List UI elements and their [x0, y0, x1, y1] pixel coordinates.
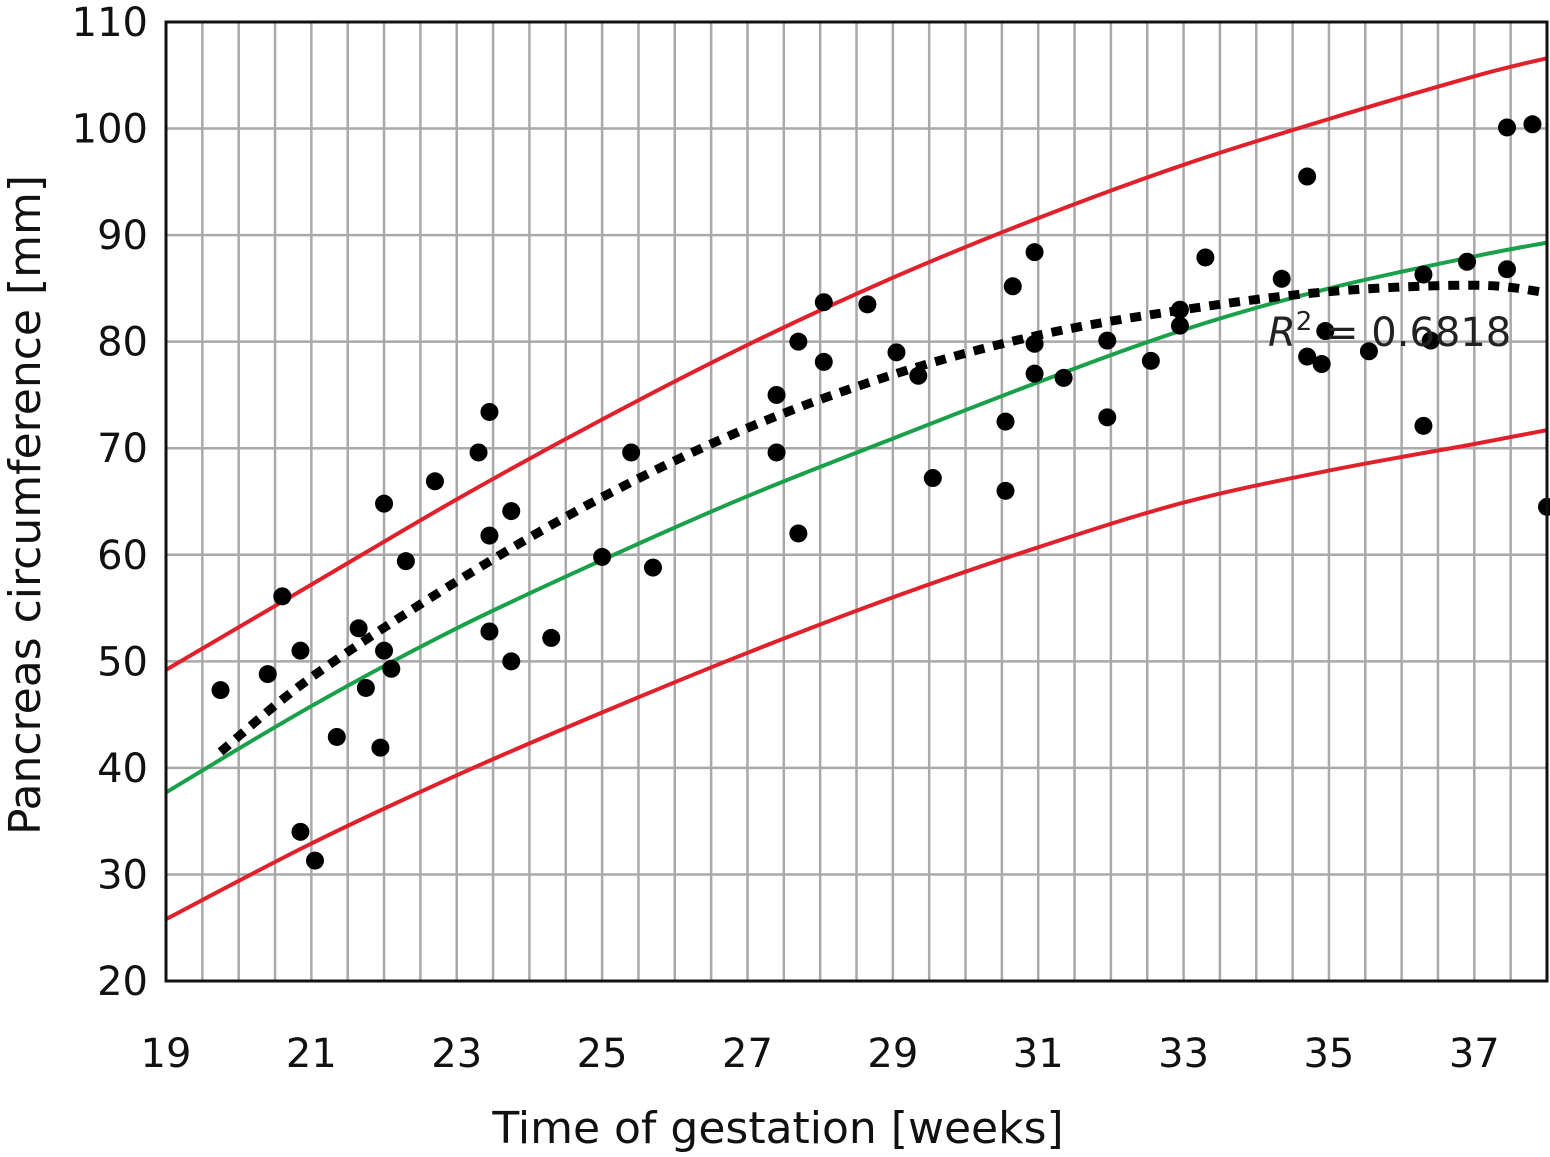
- data-point: [1458, 252, 1477, 271]
- r-squared-annotation: R2 = 0.6818: [1268, 307, 1511, 356]
- data-points: [211, 115, 1550, 870]
- data-point: [767, 443, 786, 462]
- y-tick-label: 80: [97, 320, 148, 366]
- data-point: [1414, 265, 1433, 284]
- y-tick-label: 20: [97, 959, 148, 1005]
- data-point: [1098, 331, 1117, 350]
- x-tick-label: 19: [141, 1031, 192, 1077]
- data-point: [814, 293, 833, 312]
- data-point: [1298, 347, 1317, 366]
- data-point: [1312, 355, 1331, 374]
- data-point: [542, 628, 561, 647]
- data-point: [480, 622, 499, 641]
- data-point: [375, 494, 394, 513]
- data-point: [1025, 243, 1044, 262]
- data-point: [425, 472, 444, 491]
- y-tick-label: 90: [97, 213, 148, 259]
- data-point: [502, 652, 521, 671]
- data-point: [258, 665, 277, 684]
- x-tick-label: 37: [1449, 1031, 1500, 1077]
- data-point: [306, 851, 325, 870]
- x-tick-label: 35: [1303, 1031, 1354, 1077]
- data-point: [502, 502, 521, 521]
- x-tick-label: 25: [577, 1031, 628, 1077]
- y-tick-label: 70: [97, 426, 148, 472]
- data-point: [273, 587, 292, 606]
- data-point: [789, 332, 808, 351]
- x-tick-label: 33: [1158, 1031, 1209, 1077]
- grid: [166, 22, 1547, 981]
- data-point: [996, 481, 1015, 500]
- data-point: [382, 659, 401, 678]
- data-point: [480, 526, 499, 545]
- data-point: [622, 443, 641, 462]
- x-tick-label: 29: [867, 1031, 918, 1077]
- y-axis-ticks: 20 30 40 50 60 70 80 90 100 110: [72, 0, 148, 1005]
- data-point: [814, 352, 833, 371]
- y-tick-label: 60: [97, 533, 148, 579]
- data-point: [1298, 167, 1317, 186]
- data-point: [1272, 269, 1291, 288]
- data-point: [1421, 331, 1440, 350]
- data-point: [1025, 334, 1044, 353]
- x-tick-label: 23: [431, 1031, 482, 1077]
- data-point: [211, 681, 230, 700]
- data-point: [1025, 364, 1044, 383]
- data-point: [349, 619, 368, 638]
- data-point: [1523, 115, 1542, 134]
- trend-line: [217, 280, 1548, 756]
- data-point: [789, 524, 808, 543]
- data-point: [469, 443, 488, 462]
- curves: [164, 56, 1548, 921]
- data-point: [327, 727, 346, 746]
- data-point: [291, 822, 310, 841]
- r-squared-value: = 0.6818: [1312, 310, 1511, 356]
- x-tick-label: 21: [286, 1031, 337, 1077]
- x-tick-label: 27: [722, 1031, 773, 1077]
- data-point: [371, 738, 390, 757]
- data-point: [909, 366, 928, 385]
- data-point: [1316, 322, 1335, 341]
- x-tick-label: 31: [1013, 1031, 1064, 1077]
- x-axis-ticks: 19 21 23 25 27 29 31 33 35 37: [141, 1031, 1500, 1077]
- data-point: [643, 558, 662, 577]
- y-axis-title: Pancreas circumference [mm]: [0, 175, 51, 835]
- y-tick-label: 30: [97, 852, 148, 898]
- data-point: [1414, 416, 1433, 435]
- r-squared-letter: R: [1268, 310, 1296, 356]
- plot-frame: [164, 20, 1549, 983]
- data-point: [887, 343, 906, 362]
- y-tick-label: 50: [97, 639, 148, 685]
- data-point: [1498, 260, 1517, 279]
- data-point: [1098, 408, 1117, 427]
- data-point: [1170, 300, 1189, 319]
- data-point: [1003, 277, 1022, 296]
- data-point: [1196, 248, 1215, 267]
- data-point: [356, 678, 375, 697]
- data-point: [480, 402, 499, 421]
- data-point: [291, 641, 310, 660]
- data-point: [1054, 368, 1073, 387]
- data-point: [396, 552, 415, 571]
- y-tick-label: 40: [97, 746, 148, 792]
- data-point: [1498, 118, 1517, 137]
- data-point: [923, 469, 942, 488]
- data-point: [593, 547, 612, 566]
- y-tick-label: 100: [72, 107, 148, 153]
- upper-percentile-line: [164, 56, 1548, 672]
- data-point: [1359, 342, 1378, 361]
- data-point: [375, 641, 394, 660]
- data-point: [996, 412, 1015, 431]
- y-tick-label: 110: [72, 0, 148, 46]
- r-squared-superscript: 2: [1296, 307, 1313, 337]
- data-point: [1141, 351, 1160, 370]
- lower-percentile-line: [165, 428, 1548, 921]
- data-point: [767, 385, 786, 404]
- data-point: [858, 295, 877, 314]
- x-axis-title: Time of gestation [weeks]: [491, 1103, 1063, 1154]
- data-point: [1170, 316, 1189, 335]
